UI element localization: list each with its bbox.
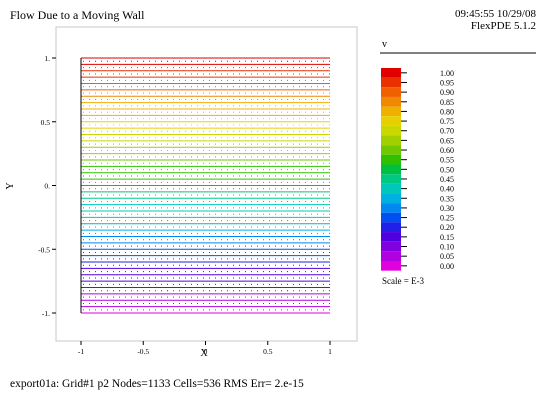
legend-swatch — [381, 106, 401, 117]
legend-swatch — [381, 145, 401, 155]
x-tick-label: 1 — [328, 347, 332, 356]
legend-swatch — [381, 68, 401, 78]
y-tick-label: -0.5 — [38, 245, 50, 254]
timestamp: 09:45:55 10/29/08 — [455, 8, 536, 20]
legend-swatch — [381, 77, 401, 88]
legend-level-label: 0.15 — [440, 233, 454, 242]
legend-level-label: 0.00 — [440, 262, 454, 271]
y-tick-label: 1. — [44, 54, 50, 63]
legend-swatch — [381, 222, 401, 233]
x-tick-label: -0.5 — [137, 347, 149, 356]
legend-level-label: 0.30 — [440, 204, 454, 213]
legend-swatch — [381, 154, 401, 165]
timestamp-block: 09:45:55 10/29/08 FlexPDE 5.1.2 — [455, 8, 536, 32]
x-tick-label: 0.5 — [263, 347, 273, 356]
x-tick-label: 0 — [204, 347, 208, 356]
legend-level-label: 1.00 — [440, 69, 454, 78]
legend-level-label: 0.10 — [440, 243, 454, 252]
legend-level-label: 0.25 — [440, 214, 454, 223]
legend-swatch — [381, 212, 401, 223]
legend-swatch — [381, 96, 401, 107]
legend-swatch — [381, 241, 401, 252]
color-legend: 1.000.950.900.850.800.750.700.650.600.55… — [381, 68, 454, 271]
legend-swatch — [381, 251, 401, 261]
legend-level-label: 0.60 — [440, 146, 454, 155]
legend-level-label: 0.80 — [440, 107, 454, 116]
y-tick-label: 0. — [44, 182, 50, 191]
y-axis-label: Y — [5, 182, 16, 189]
legend-level-label: 0.90 — [440, 88, 454, 97]
legend-level-label: 0.45 — [440, 175, 454, 184]
legend-variable-label: v — [382, 39, 387, 50]
y-tick-label: 0.5 — [41, 118, 51, 127]
legend-swatch — [381, 174, 401, 184]
legend-scale-label: Scale = E-3 — [382, 276, 425, 286]
legend-level-label: 0.95 — [440, 78, 454, 87]
legend-swatch — [381, 116, 401, 126]
legend-level-label: 0.20 — [440, 223, 454, 232]
legend-swatch — [381, 87, 401, 97]
legend-swatch — [381, 164, 401, 175]
x-axis-ticks: -1 -0.5 0 0.5 1 — [78, 341, 332, 356]
legend-swatch — [381, 203, 401, 213]
plot-title: Flow Due to a Moving Wall — [10, 8, 145, 22]
legend-level-label: 0.65 — [440, 136, 454, 145]
legend-level-label: 0.75 — [440, 117, 454, 126]
legend-swatch — [381, 183, 401, 194]
x-axis-label: X — [200, 348, 208, 359]
legend-level-label: 0.40 — [440, 185, 454, 194]
legend-swatch — [381, 125, 401, 136]
run-summary: export01a: Grid#1 p2 Nodes=1133 Cells=53… — [10, 378, 304, 390]
legend-level-label: 0.35 — [440, 194, 454, 203]
legend-level-label: 0.85 — [440, 98, 454, 107]
legend-level-label: 0.70 — [440, 127, 454, 136]
x-tick-label: -1 — [78, 347, 84, 356]
legend-swatch — [381, 193, 401, 204]
legend-level-label: 0.50 — [440, 165, 454, 174]
plot-frame — [55, 26, 358, 342]
legend-swatch — [381, 261, 401, 271]
y-tick-label: -1. — [42, 309, 50, 318]
software-version: FlexPDE 5.1.2 — [470, 20, 536, 32]
contour-lines — [81, 57, 330, 314]
legend-level-label: 0.05 — [440, 252, 454, 261]
legend-swatch — [381, 135, 401, 146]
legend-swatch — [381, 232, 401, 242]
legend-level-label: 0.55 — [440, 156, 454, 165]
y-axis-ticks: 1. 0.5 0. -0.5 -1. — [38, 54, 56, 318]
